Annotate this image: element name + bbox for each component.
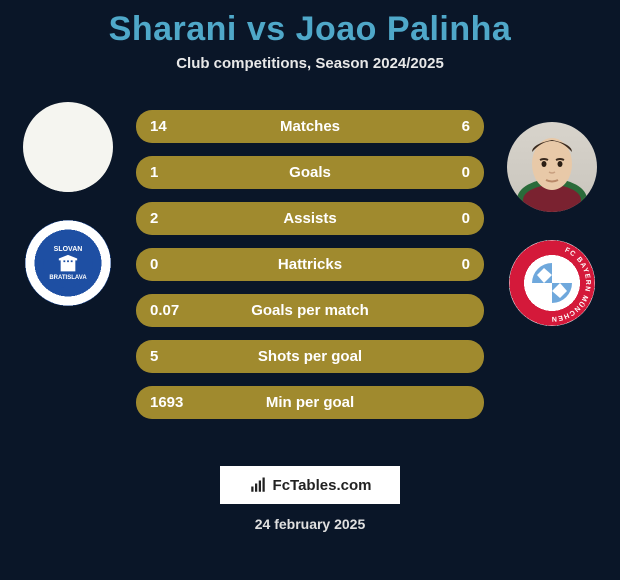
stat-left-value: 2 (150, 210, 190, 227)
player-left-photo (23, 102, 113, 192)
stat-label: Min per goal (190, 394, 430, 411)
stat-right-value: 0 (430, 256, 470, 273)
stat-label: Goals per match (190, 302, 430, 319)
comparison-body: SLOVAN BRATISLAVA (0, 102, 620, 442)
stat-row: 5 Shots per goal (136, 340, 484, 373)
svg-text:FC BAYERN MÜNCHEN: FC BAYERN MÜNCHEN (551, 247, 591, 322)
stat-right-value: 0 (430, 164, 470, 181)
club-badge-left-text-top: SLOVAN (54, 246, 83, 253)
comparison-title: Sharani vs Joao Palinha (0, 0, 620, 49)
club-badge-right-text: FC BAYERN MÜNCHEN (551, 247, 591, 322)
stat-row: 1 Goals 0 (136, 156, 484, 189)
stat-left-value: 1693 (150, 394, 190, 411)
right-player-column: FC BAYERN MÜNCHEN (492, 122, 612, 326)
footer-brand-text: FcTables.com (273, 477, 372, 494)
footer-brand-box[interactable]: FcTables.com (220, 466, 400, 504)
bar-chart-icon (249, 476, 267, 494)
stat-left-value: 0.07 (150, 302, 190, 319)
castle-icon (57, 253, 79, 275)
club-badge-right-ring-text: FC BAYERN MÜNCHEN (509, 240, 595, 326)
club-badge-right: FC BAYERN MÜNCHEN (509, 240, 595, 326)
stat-row: 1693 Min per goal (136, 386, 484, 419)
club-badge-left-text-bottom: BRATISLAVA (49, 275, 86, 281)
stat-label: Goals (190, 164, 430, 181)
stat-label: Shots per goal (190, 348, 430, 365)
stat-row: 2 Assists 0 (136, 202, 484, 235)
club-badge-left: SLOVAN BRATISLAVA (25, 220, 111, 306)
comparison-subtitle: Club competitions, Season 2024/2025 (0, 55, 620, 72)
stat-label: Hattricks (190, 256, 430, 273)
player-right-photo (507, 122, 597, 212)
left-player-column: SLOVAN BRATISLAVA (8, 102, 128, 306)
stat-left-value: 0 (150, 256, 190, 273)
club-badge-left-label: SLOVAN BRATISLAVA (43, 238, 93, 288)
stat-row: 0.07 Goals per match (136, 294, 484, 327)
stat-right-value: 6 (430, 118, 470, 135)
stat-right-value: 0 (430, 210, 470, 227)
stat-label: Assists (190, 210, 430, 227)
footer-date: 24 february 2025 (0, 516, 620, 532)
stat-row: 14 Matches 6 (136, 110, 484, 143)
stat-label: Matches (190, 118, 430, 135)
stat-left-value: 1 (150, 164, 190, 181)
stat-left-value: 5 (150, 348, 190, 365)
player-face-icon (507, 122, 597, 212)
player-silhouette-icon (23, 102, 113, 192)
stat-left-value: 14 (150, 118, 190, 135)
stat-row: 0 Hattricks 0 (136, 248, 484, 281)
stats-table: 14 Matches 6 1 Goals 0 2 Assists 0 0 Hat… (136, 110, 484, 419)
